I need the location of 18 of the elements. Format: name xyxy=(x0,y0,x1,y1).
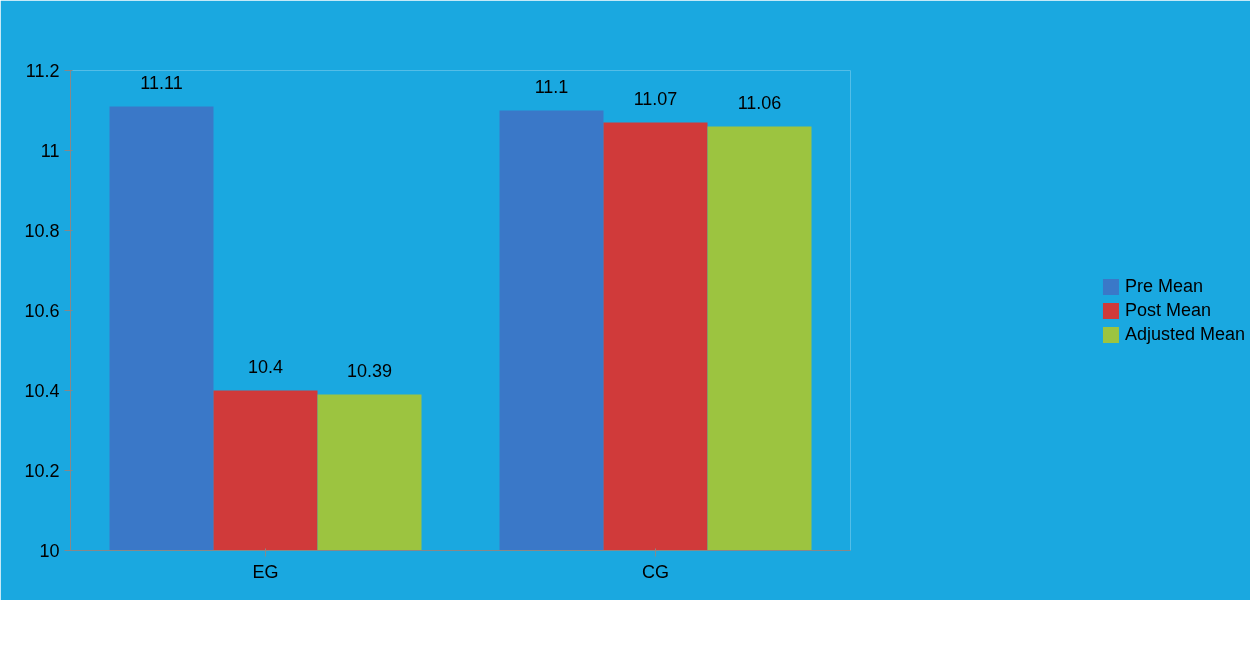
y-tick-label: 10.8 xyxy=(24,221,60,241)
y-tick-label: 10 xyxy=(39,541,60,561)
y-tick-label: 11.2 xyxy=(25,61,60,81)
x-tick-label: CG xyxy=(642,561,669,582)
legend-label: Adjusted Mean xyxy=(1124,323,1246,345)
data-label: 11.07 xyxy=(633,88,678,109)
legend-label: Pre Mean xyxy=(1124,275,1204,297)
data-label: 11.11 xyxy=(140,72,183,93)
y-tick-label: 10.6 xyxy=(24,301,60,321)
y-tick-label: 10.2 xyxy=(24,461,60,481)
legend-label: Post Mean xyxy=(1124,299,1212,321)
data-label: 11.06 xyxy=(737,92,782,113)
data-label: 10.4 xyxy=(247,356,284,377)
y-tick-label: 11 xyxy=(40,141,60,161)
y-tick-label: 10.4 xyxy=(24,381,60,401)
data-label: 10.39 xyxy=(346,360,393,381)
data-label: 11.1 xyxy=(534,76,569,97)
x-tick-label: EG xyxy=(252,561,279,582)
